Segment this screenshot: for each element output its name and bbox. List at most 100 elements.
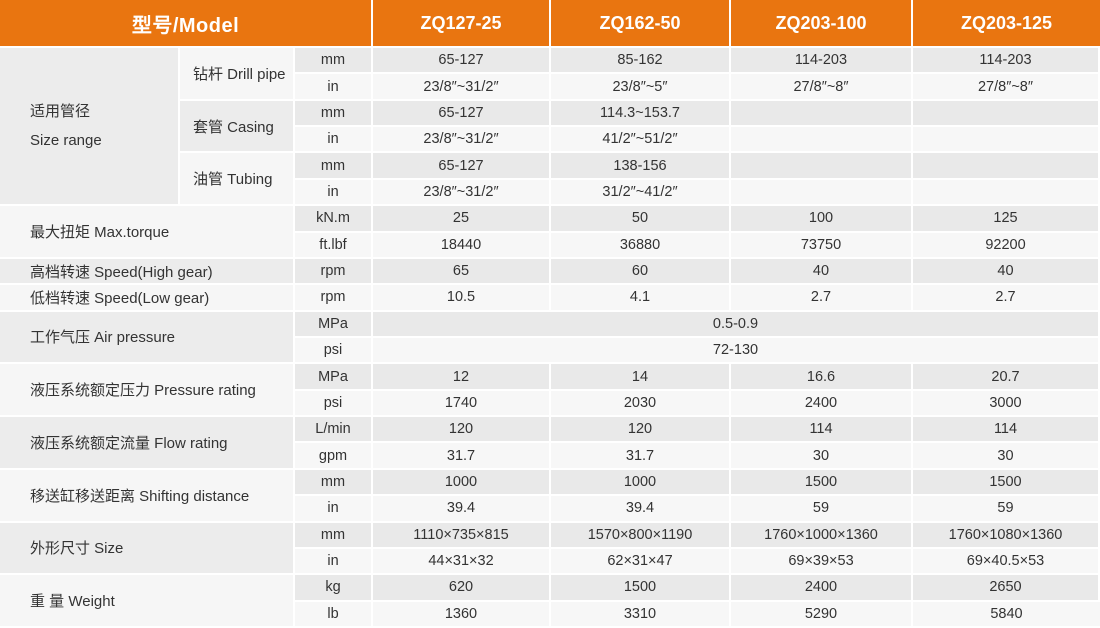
spec-value-cell: 23/8″~5″ [551,74,731,101]
spec-value-cell: 20.7 [913,364,1100,391]
spec-value-cell: 23/8″~31/2″ [373,179,551,207]
spec-value-cell: 25 [373,206,551,233]
spec-value-cell [913,153,1100,180]
spec-value-cell: 2400 [731,575,913,602]
spec-value-cell: 30 [731,443,913,470]
spec-value-cell: 1360 [373,601,551,628]
spec-table-body: 适用管径 Size range 钻杆 Drill pipe mm 65-127 85-16… [0,48,1100,628]
unit-cell: in [295,74,373,101]
spec-value-cell: 2.7 [731,285,913,312]
spec-value-cell: 114 [913,417,1100,444]
unit-cell: in [295,548,373,576]
spec-value-cell: 120 [373,417,551,444]
category-cell: 液压系统额定压力 Pressure rating [0,364,295,418]
spec-value-cell: 1000 [551,469,731,497]
unit-cell: MPa [295,311,373,338]
spec-value-cell: 59 [913,496,1100,523]
unit-cell: mm [295,153,373,180]
spec-value-cell: 65-127 [373,153,551,180]
spec-value-cell: 620 [373,575,551,602]
spec-value-cell: 31.7 [373,443,551,470]
spec-value-cell: 10.5 [373,285,551,312]
spec-value-cell [913,127,1100,154]
spec-value-cell: 23/8″~31/2″ [373,127,551,154]
unit-cell: in [295,127,373,154]
spec-value-cell: 4.1 [551,285,731,312]
unit-cell: rpm [295,285,373,312]
spec-value-cell: 65-127 [373,48,551,75]
unit-cell: in [295,496,373,523]
spec-value-cell [731,179,913,207]
category-cell: 重 量 Weight [0,575,295,628]
spec-value-cell: 5840 [913,601,1100,628]
spec-value-cell: 1760×1000×1360 [731,522,913,549]
spec-value-cell: 36880 [551,232,731,259]
category-cell: 工作气压 Air pressure [0,311,295,365]
category-cell: 最大扭矩 Max.torque [0,206,295,259]
spec-value-cell: 12 [373,364,551,391]
spec-value-cell: 2.7 [913,285,1100,312]
spec-value-cell: 31/2″~41/2″ [551,179,731,207]
spec-value-cell: 69×40.5×53 [913,548,1100,576]
spec-value-span-cell: 72-130 [373,337,1100,365]
spec-value-cell: 65-127 [373,100,551,128]
spec-value-cell: 1500 [913,469,1100,497]
spec-value-cell: 27/8″~8″ [731,74,913,101]
unit-cell: kg [295,575,373,602]
spec-value-cell: 59 [731,496,913,523]
spec-value-cell: 100 [731,206,913,233]
spec-value-cell [731,127,913,154]
category-cell: 外形尺寸 Size [0,522,295,576]
unit-cell: ft.lbf [295,232,373,259]
spec-value-cell [913,179,1100,207]
unit-cell: rpm [295,258,373,286]
unit-cell: lb [295,601,373,628]
unit-cell: mm [295,469,373,497]
model-header-zq203-100: ZQ203-100 [731,0,913,48]
unit-cell: L/min [295,417,373,444]
spec-value-cell: 60 [551,258,731,286]
category-cell-size-range: 适用管径 Size range [0,48,180,207]
spec-value-cell: 1110×735×815 [373,522,551,549]
spec-value-cell: 5290 [731,601,913,628]
category-cell: 液压系统额定流量 Flow rating [0,417,295,470]
spec-value-cell: 62×31×47 [551,548,731,576]
spec-value-cell: 65 [373,258,551,286]
category-cell: 低档转速 Speed(Low gear) [0,285,295,312]
spec-value-cell: 44×31×32 [373,548,551,576]
spec-value-cell: 73750 [731,232,913,259]
spec-value-cell [731,153,913,180]
spec-value-cell: 120 [551,417,731,444]
model-header-zq162-50: ZQ162-50 [551,0,731,48]
unit-cell: psi [295,337,373,365]
spec-value-cell: 85-162 [551,48,731,75]
model-header-label: 型号/Model [0,0,373,48]
category-label-en: Size range [30,132,102,150]
spec-value-cell: 23/8″~31/2″ [373,74,551,101]
spec-table-header: 型号/Model ZQ127-25 ZQ162-50 ZQ203-100 ZQ203-… [0,0,1100,48]
spec-value-cell: 30 [913,443,1100,470]
model-header-zq127-25: ZQ127-25 [373,0,551,48]
spec-value-cell: 40 [913,258,1100,286]
spec-value-cell [913,100,1100,128]
unit-cell: kN.m [295,206,373,233]
spec-value-cell: 1570×800×1190 [551,522,731,549]
spec-value-cell: 27/8″~8″ [913,74,1100,101]
model-header-zq203-125: ZQ203-125 [913,0,1100,48]
spec-value-cell: 2650 [913,575,1100,602]
unit-cell: gpm [295,443,373,470]
category-label-zh: 适用管径 [30,102,91,120]
spec-value-cell: 31.7 [551,443,731,470]
spec-value-cell: 41/2″~51/2″ [551,127,731,154]
unit-cell: in [295,179,373,207]
spec-value-cell: 114 [731,417,913,444]
spec-value-cell: 2030 [551,390,731,418]
spec-value-cell: 39.4 [373,496,551,523]
category-cell: 移送缸移送距离 Shifting distance [0,469,295,523]
spec-value-cell: 114-203 [913,48,1100,75]
spec-value-cell: 92200 [913,232,1100,259]
spec-value-cell [731,100,913,128]
subcategory-cell: 油管 Tubing [180,153,295,207]
spec-value-cell: 1500 [551,575,731,602]
